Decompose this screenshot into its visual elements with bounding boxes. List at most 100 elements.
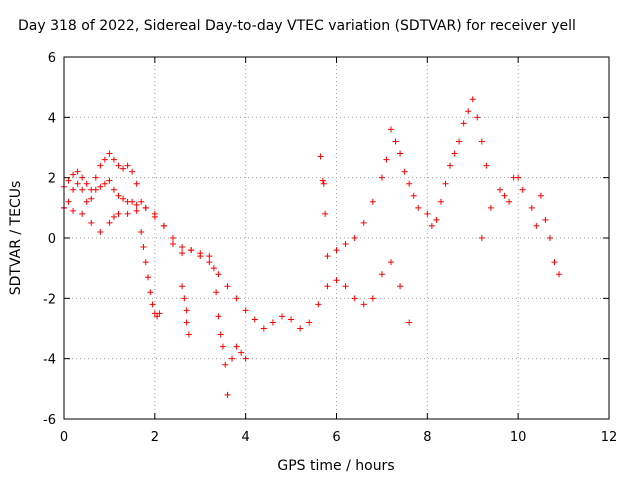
data-point (224, 391, 231, 398)
data-point (185, 331, 192, 338)
data-point (297, 325, 304, 332)
data-point (179, 283, 186, 290)
data-point (478, 138, 485, 145)
data-point (142, 204, 149, 211)
data-point (65, 198, 72, 205)
y-tick-label: -6 (43, 413, 56, 428)
data-point (397, 150, 404, 157)
data-point (92, 174, 99, 181)
chart-title: Day 318 of 2022, Sidereal Day-to-day VTE… (18, 18, 576, 34)
data-point (151, 213, 158, 220)
data-point (433, 216, 440, 223)
data-point (213, 289, 220, 296)
data-point (88, 219, 95, 226)
data-point (110, 213, 117, 220)
data-point (392, 138, 399, 145)
data-point (397, 283, 404, 290)
data-point (533, 222, 540, 229)
data-point (206, 253, 213, 260)
data-point (133, 180, 140, 187)
data-point (428, 222, 435, 229)
data-point (222, 361, 229, 368)
data-point (456, 138, 463, 145)
grid-lines (64, 57, 609, 419)
data-point (206, 259, 213, 266)
data-point (306, 319, 313, 326)
data-point (269, 319, 276, 326)
x-tick-label: 8 (423, 430, 431, 445)
data-point (210, 265, 217, 272)
data-point (101, 180, 108, 187)
series-track-a (61, 204, 413, 332)
data-point (197, 250, 204, 257)
data-points (61, 96, 563, 398)
data-point (474, 114, 481, 121)
x-tick-label: 0 (60, 430, 68, 445)
data-point (288, 316, 295, 323)
x-axis-label: GPS time / hours (277, 458, 394, 474)
data-point (447, 162, 454, 169)
series-track-b (61, 177, 213, 260)
series-track-c (61, 150, 145, 205)
data-point (542, 216, 549, 223)
data-point (251, 316, 258, 323)
data-point (83, 198, 90, 205)
data-point (342, 241, 349, 248)
series-track-e (415, 96, 490, 229)
data-point (97, 162, 104, 169)
data-point (183, 307, 190, 314)
data-point (115, 210, 122, 217)
data-point (378, 271, 385, 278)
y-tick-label: 4 (48, 111, 56, 126)
data-point (106, 219, 113, 226)
data-point (378, 174, 385, 181)
data-point (501, 192, 508, 199)
series-track-f (478, 174, 526, 241)
x-tick-label: 12 (601, 430, 618, 445)
data-point (351, 235, 358, 241)
data-point (115, 192, 122, 199)
data-point (460, 120, 467, 127)
data-point (333, 247, 340, 254)
x-tick-label: 2 (151, 430, 159, 445)
data-point (79, 186, 86, 193)
data-point (145, 274, 152, 281)
data-point (556, 271, 563, 278)
data-point (97, 228, 104, 235)
data-point (110, 156, 117, 163)
data-point (181, 295, 188, 302)
data-point (242, 355, 249, 362)
data-point (79, 210, 86, 217)
data-point (351, 295, 358, 302)
data-point (319, 177, 326, 184)
data-point (242, 307, 249, 314)
data-point (83, 180, 90, 187)
data-point (424, 210, 431, 217)
data-point (383, 156, 390, 163)
data-point (469, 96, 476, 103)
data-point (97, 183, 104, 190)
data-point (260, 325, 267, 332)
y-tick-label: 0 (48, 232, 56, 247)
data-point (154, 313, 161, 320)
x-tick-label: 4 (242, 430, 250, 445)
y-tick-label: -2 (43, 292, 56, 307)
data-point (238, 349, 245, 356)
data-point (74, 180, 81, 187)
data-point (388, 126, 394, 133)
data-point (519, 186, 526, 193)
data-point (317, 153, 324, 160)
data-point (120, 165, 127, 172)
data-point (333, 277, 340, 284)
y-tick-label: 2 (48, 172, 56, 187)
data-point (465, 108, 472, 115)
data-point (279, 313, 285, 320)
data-point (324, 283, 331, 290)
data-point (537, 192, 544, 199)
data-point (497, 186, 503, 193)
data-point (546, 235, 553, 241)
data-point (70, 171, 77, 178)
y-axis-label: SDTVAR / TECUs (8, 181, 24, 296)
data-point (369, 295, 376, 302)
data-point (101, 156, 108, 163)
